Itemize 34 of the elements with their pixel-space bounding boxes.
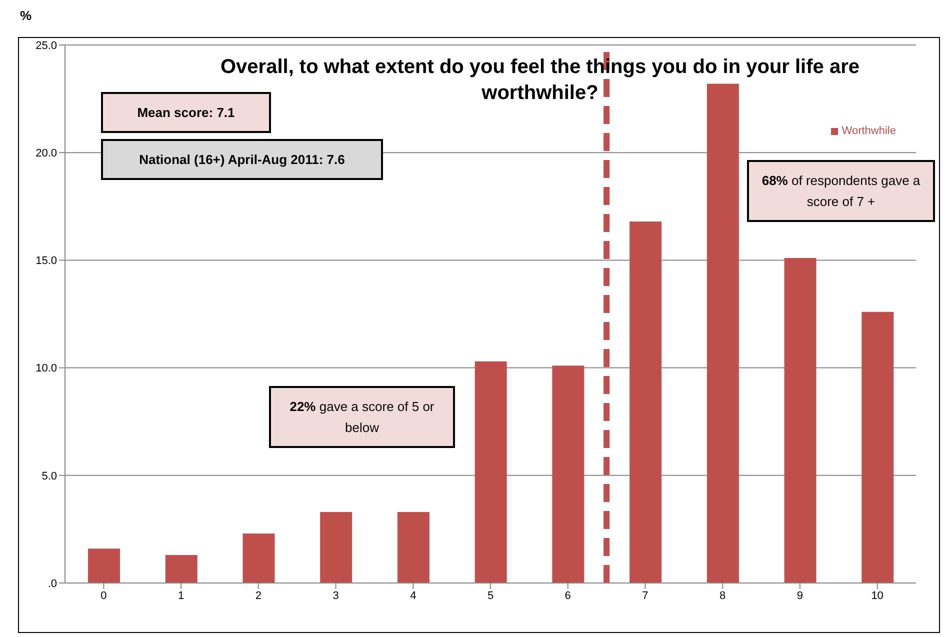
x-tick-label: 1 bbox=[178, 590, 184, 602]
legend-label: Worthwhile bbox=[842, 125, 896, 137]
y-tick-label: 20.0 bbox=[36, 148, 57, 160]
note-box: Mean score: 7.1 bbox=[101, 92, 271, 133]
x-tick-label: 10 bbox=[871, 590, 884, 602]
x-tick-label: 8 bbox=[720, 590, 726, 602]
y-tick-label: 10.0 bbox=[36, 362, 57, 375]
bar bbox=[397, 512, 430, 583]
x-tick-label: 6 bbox=[564, 590, 571, 602]
bar bbox=[242, 534, 275, 583]
y-tick-label: .0 bbox=[48, 578, 57, 590]
bar bbox=[862, 312, 894, 583]
bar bbox=[630, 221, 662, 583]
x-tick-label: 2 bbox=[255, 590, 262, 602]
x-tick-label: 5 bbox=[487, 590, 494, 602]
bar bbox=[165, 555, 198, 583]
x-tick-label: 7 bbox=[642, 590, 648, 602]
bar bbox=[320, 512, 352, 583]
y-tick-label: 15.0 bbox=[36, 255, 57, 268]
bar bbox=[88, 548, 120, 583]
x-tick-label: 9 bbox=[796, 590, 804, 602]
note-box: 68% of respondents gave a score of 7 + bbox=[747, 160, 935, 222]
bar bbox=[552, 366, 584, 583]
bar bbox=[474, 361, 507, 583]
x-tick-label: 4 bbox=[410, 590, 416, 602]
y-tick-label: 5.0 bbox=[42, 470, 57, 482]
y-axis-title: % bbox=[20, 8, 32, 23]
x-tick-label: 3 bbox=[332, 590, 339, 602]
bar bbox=[706, 84, 739, 583]
y-tick-label: 25.0 bbox=[36, 40, 57, 52]
note-box: National (16+) April-Aug 2011: 7.6 bbox=[101, 139, 383, 180]
note-box: 22% gave a score of 5 or below bbox=[269, 386, 455, 448]
x-tick-label: 0 bbox=[100, 590, 107, 602]
bar bbox=[784, 258, 816, 583]
